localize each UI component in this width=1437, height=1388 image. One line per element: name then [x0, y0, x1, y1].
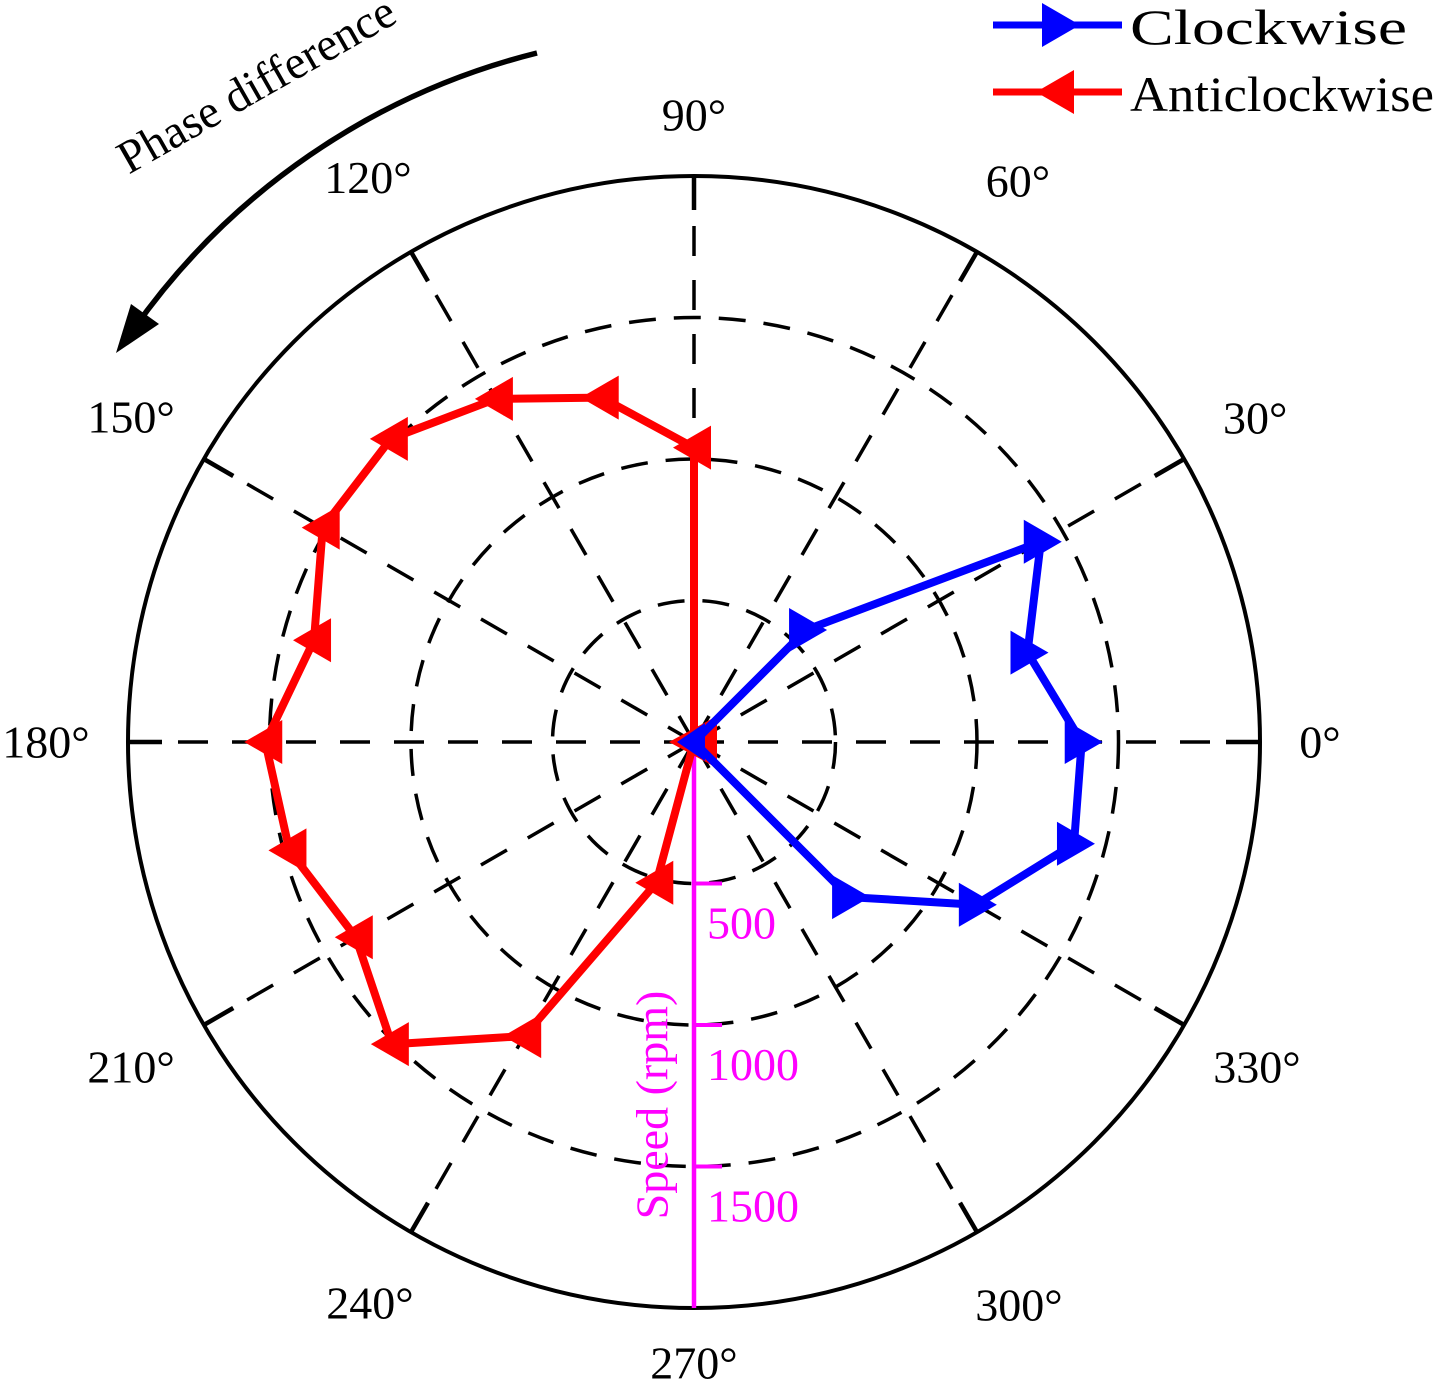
data-point-marker	[301, 505, 340, 550]
data-point-marker	[503, 1014, 542, 1059]
angle-label-30: 30°	[1223, 393, 1287, 444]
grid-spoke-300	[692, 741, 979, 1234]
grid-spoke-30	[693, 457, 1186, 744]
data-point-marker	[1056, 821, 1095, 866]
rim-tick-240	[409, 1201, 430, 1234]
data-point-marker	[673, 425, 711, 470]
legend-item-label: Anticlockwise	[1130, 66, 1434, 122]
phase-arc-arrowhead-icon	[116, 304, 159, 353]
angle-label-300: 300°	[975, 1279, 1062, 1330]
radial-tick-label-500: 500	[707, 898, 776, 949]
data-point-marker	[580, 375, 619, 420]
data-point-marker	[244, 720, 283, 764]
angle-label-210: 210°	[87, 1042, 174, 1093]
grid-spoke-330	[693, 740, 1186, 1027]
data-point-marker	[832, 875, 871, 920]
origin-marker-clockwise	[677, 723, 705, 761]
rim-tick-120	[409, 250, 430, 283]
rim-tick-210	[202, 1006, 235, 1027]
angle-label-270: 270°	[650, 1338, 737, 1388]
grid-spoke-210	[202, 740, 695, 1027]
radial-axis: 500 1000 1500 Speed (rpm)	[627, 742, 799, 1308]
legend-right-arrow-icon	[1042, 3, 1080, 47]
grid-spoke-120	[409, 250, 696, 743]
data-point-marker	[268, 828, 307, 873]
angle-label-90: 90°	[662, 90, 726, 141]
angle-label-0: 0°	[1299, 717, 1340, 768]
phase-difference-annotation: Phase difference	[109, 0, 538, 353]
angle-label-120: 120°	[324, 152, 411, 203]
data-point-marker	[1023, 519, 1062, 564]
rim-tick-330	[1153, 1006, 1186, 1027]
data-point-marker	[369, 416, 408, 461]
phase-arc	[130, 50, 538, 332]
data-point-marker	[370, 1022, 409, 1067]
series-clockwise	[677, 519, 1103, 927]
legend-item-anticlockwise: Anticlockwise	[993, 66, 1434, 122]
angle-label-330: 330°	[1213, 1042, 1300, 1093]
data-point-marker	[1064, 720, 1103, 764]
radial-tick-label-1000: 1000	[707, 1039, 799, 1090]
rim-tick-150	[202, 457, 235, 478]
grid-spoke-240	[409, 741, 696, 1234]
rim-tick-30	[1153, 457, 1186, 478]
angle-label-240: 240°	[326, 1278, 413, 1329]
legend-item-label: Clockwise	[1130, 0, 1407, 55]
grid-ring-500	[550, 598, 838, 886]
legend-left-arrow-icon	[1036, 70, 1074, 114]
angle-label-180: 180°	[2, 717, 89, 768]
series-line-clockwise	[691, 537, 1086, 909]
data-point-marker	[789, 607, 828, 652]
radial-tick-label-1500: 1500	[707, 1181, 799, 1232]
angle-label-60: 60°	[986, 155, 1050, 206]
data-point-marker	[1010, 630, 1049, 675]
data-point-marker	[334, 915, 373, 960]
polar-grid: 0° 30° 60° 90° 120° 150° 180° 210° 240° 270° 300° 3…	[2, 90, 1340, 1388]
grid-ring-1500	[267, 315, 1121, 1169]
data-point-marker	[635, 860, 674, 905]
legend: Clockwise Anticlockwise	[993, 0, 1434, 122]
data-point-marker	[293, 618, 332, 663]
angle-label-150: 150°	[87, 392, 174, 443]
grid-spoke-150	[202, 457, 695, 744]
data-point-marker	[474, 376, 513, 421]
data-point-marker	[958, 882, 997, 927]
legend-item-clockwise: Clockwise	[993, 0, 1407, 55]
rim-tick-300	[958, 1201, 979, 1234]
grid-spoke-60	[692, 250, 979, 743]
radial-axis-label: Speed (rpm)	[627, 991, 678, 1220]
series-line-anticlockwise	[261, 393, 698, 1049]
rim-tick-60	[958, 250, 979, 283]
